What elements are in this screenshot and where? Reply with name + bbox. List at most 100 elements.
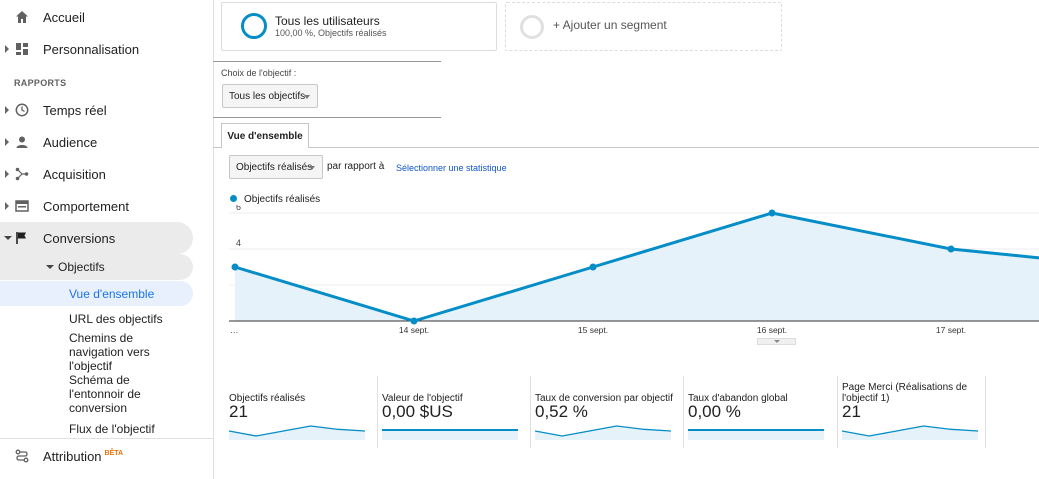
sidebar-subitem-flux-objectif[interactable]: Flux de l'objectif	[69, 422, 155, 436]
goal-select-value: Tous les objectifs	[229, 90, 306, 102]
sidebar-item-conversions[interactable]: Conversions	[0, 222, 213, 254]
sparkline-line	[229, 425, 365, 437]
x-tick-label: 16 sept.	[757, 325, 787, 335]
sparkline-area	[229, 426, 365, 440]
segment-circle-icon	[241, 13, 267, 39]
chevron-right-icon	[5, 45, 9, 53]
metric-name: Valeur de l'objectif	[382, 393, 463, 404]
tab-vue-ensemble[interactable]: Vue d'ensemble	[221, 123, 309, 148]
sidebar-item-label: Conversions	[43, 230, 116, 246]
metric-card-objectifs[interactable]: Objectifs réalisés 21	[229, 376, 379, 448]
dashboard-grid-icon	[16, 43, 28, 55]
sidebar-item-comportement[interactable]: Comportement	[0, 190, 213, 222]
sparkline-area	[842, 426, 978, 440]
data-point	[410, 317, 418, 325]
y-tick-label: 4	[236, 238, 241, 248]
segment-all-users[interactable]: Tous les utilisateurs 100,00 %, Objectif…	[221, 2, 497, 51]
data-point	[947, 245, 955, 253]
sidebar-item-personnalisation[interactable]: Personnalisation	[0, 33, 213, 65]
select-statistic-link[interactable]: Sélectionner une statistique	[396, 163, 507, 173]
sidebar-item-label: Audience	[43, 134, 98, 150]
x-tick-label: 15 sept.	[578, 325, 608, 335]
metric-sparkline	[842, 425, 978, 440]
y-tick-label: 6	[236, 205, 241, 212]
segment-title: Tous les utilisateurs	[275, 14, 380, 28]
x-tick-label: 14 sept.	[399, 325, 429, 335]
goal-choice-label: Choix de l'objectif :	[221, 68, 297, 78]
tab-bar-gap	[222, 147, 308, 148]
chevron-right-icon	[5, 138, 9, 146]
sidebar-item-label: Attribution BÊTA	[43, 449, 123, 464]
sparkline-line	[535, 425, 671, 437]
legend-label: Objectifs réalisés	[244, 194, 321, 205]
metric-card-page-merci[interactable]: Page Merci (Réalisations de l'objectif 1…	[837, 376, 992, 448]
series-line	[234, 211, 1039, 323]
divider	[837, 376, 838, 448]
compare-label: par rapport à	[327, 161, 385, 172]
sidebar-subitem-entonnoir[interactable]: Schéma de l'entonnoir de conversion	[69, 373, 141, 415]
sidebar-item-temps-reel[interactable]: Temps réel	[0, 94, 213, 126]
empty-segment-circle-icon	[520, 15, 544, 39]
metric-name: Page Merci (Réalisations de l'objectif 1…	[842, 382, 968, 404]
sparkline-line	[842, 425, 978, 437]
data-point	[768, 209, 776, 217]
section-title-rapports: RAPPORTS	[14, 78, 67, 88]
behavior-icon	[15, 200, 29, 212]
chevron-down-icon	[309, 166, 315, 170]
sidebar-item-label: Acquisition	[43, 166, 106, 182]
sidebar-item-audience[interactable]: Audience	[0, 126, 213, 158]
sidebar-item-label: Temps réel	[43, 102, 107, 118]
metric-card-taux-conversion[interactable]: Taux de conversion par objectif 0,52 %	[530, 376, 685, 448]
beta-badge: BÊTA	[104, 450, 124, 458]
person-icon	[16, 136, 28, 148]
sidebar-item-label: Accueil	[43, 9, 85, 25]
sidebar-item-label: Objectifs	[58, 260, 105, 274]
x-tick-label: 17 sept.	[936, 325, 966, 335]
acquisition-icon	[15, 167, 29, 181]
chevron-down-icon	[304, 95, 310, 99]
divider	[683, 376, 684, 448]
metric-select-value: Objectifs réalisés	[236, 161, 313, 173]
sparkline-area	[535, 426, 671, 440]
add-segment-button[interactable]: + Ajouter un segment	[505, 2, 782, 51]
divider	[985, 376, 986, 448]
chevron-down-icon	[46, 265, 54, 269]
chevron-right-icon	[5, 170, 9, 178]
conversions-highlight	[0, 222, 193, 254]
legend-swatch	[230, 195, 237, 202]
metric-value: 0,00 %	[688, 402, 741, 421]
metric-select-dropdown[interactable]: Objectifs réalisés	[229, 155, 323, 179]
metric-value: 21	[842, 402, 861, 421]
chart-collapse-handle[interactable]	[757, 338, 796, 345]
divider	[377, 376, 378, 448]
home-icon	[16, 11, 28, 23]
metric-value: 0,52 %	[535, 402, 588, 421]
metric-card-valeur[interactable]: Valeur de l'objectif 0,00 $US	[377, 376, 532, 448]
sidebar-subitem-chemins-navigation[interactable]: Chemins de navigation vers l'objectif	[69, 331, 150, 373]
sidebar-subitem-url-objectifs[interactable]: URL des objectifs	[69, 312, 163, 326]
sparkline-area	[382, 430, 518, 440]
sidebar-item-objectifs[interactable]: Objectifs	[0, 254, 213, 280]
sidebar-subitem-vue-ensemble[interactable]: Vue d'ensemble	[69, 287, 155, 301]
sparkline-area	[688, 430, 824, 440]
series-area	[235, 213, 1039, 321]
flag-icon	[16, 232, 26, 244]
segment-subtitle: 100,00 %, Objectifs réalisés	[275, 28, 387, 38]
sidebar-item-accueil[interactable]: Accueil	[0, 1, 213, 33]
metric-name: Taux de conversion par objectif	[535, 393, 673, 404]
objectifs-highlight	[0, 254, 193, 280]
metric-card-taux-abandon[interactable]: Taux d'abandon global 0,00 %	[683, 376, 838, 448]
sidebar-item-attribution[interactable]: Attribution BÊTA	[0, 440, 213, 472]
sidebar-item-label: Comportement	[43, 198, 129, 214]
chevron-right-icon	[5, 202, 9, 210]
metric-value: 0,00 $US	[382, 402, 453, 421]
clock-icon	[15, 103, 29, 117]
attribution-icon	[15, 449, 29, 463]
divider	[0, 438, 213, 439]
goal-select-dropdown[interactable]: Tous les objectifs	[222, 84, 318, 108]
vue-ensemble-highlight	[0, 281, 193, 306]
metric-sparkline	[688, 429, 824, 440]
sidebar-item-acquisition[interactable]: Acquisition	[0, 158, 213, 190]
add-segment-label: + Ajouter un segment	[553, 18, 667, 32]
